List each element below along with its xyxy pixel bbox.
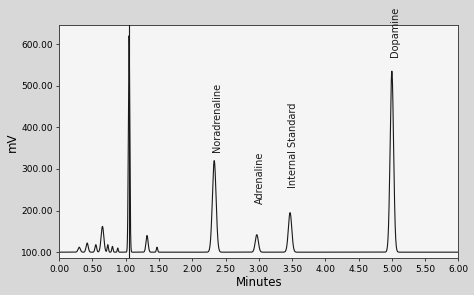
Y-axis label: mV: mV xyxy=(6,132,18,152)
Text: Internal Standard: Internal Standard xyxy=(288,102,298,188)
Text: Adrenaline: Adrenaline xyxy=(255,152,264,204)
Text: Noradrenaline: Noradrenaline xyxy=(212,83,222,152)
Text: Dopamine: Dopamine xyxy=(390,6,400,57)
X-axis label: Minutes: Minutes xyxy=(236,276,282,289)
